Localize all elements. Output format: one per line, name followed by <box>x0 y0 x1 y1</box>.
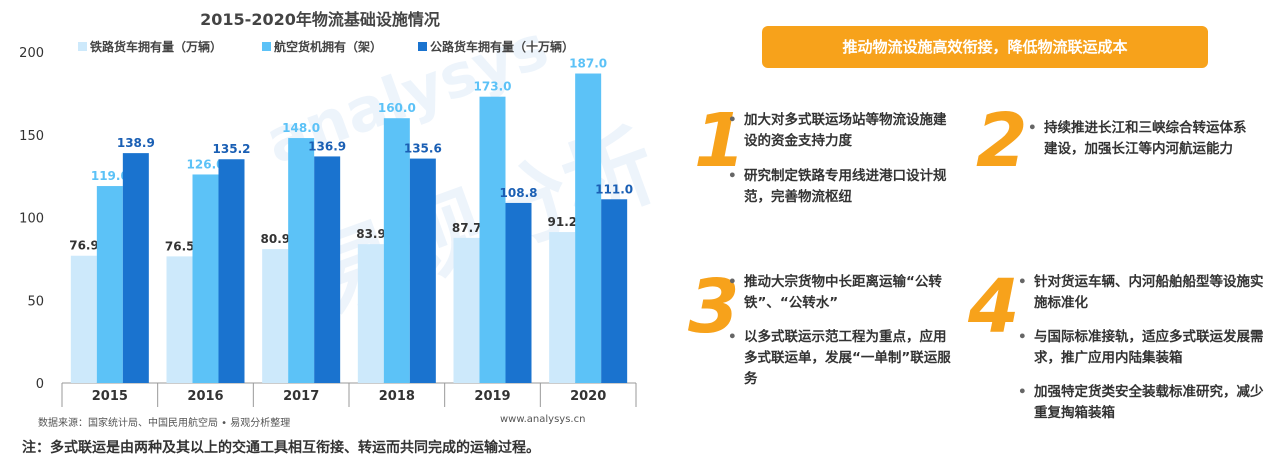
data-label: 111.0 <box>595 182 633 196</box>
bar <box>601 199 628 383</box>
point-2a: • 持续推进长江和三峡综合转运体系建设，加强长江等内河航运能力 <box>1028 118 1256 160</box>
point-text: 与国际标准接轨，适应多式联运发展需求，推广应用内陆集装箱 <box>1034 329 1264 366</box>
bar <box>479 96 506 383</box>
bullet-dot: • <box>1018 329 1027 345</box>
bar <box>575 73 602 383</box>
data-label: 76.9 <box>69 239 99 253</box>
point-text: 研究制定铁路专用线进港口设计规范，完善物流枢纽 <box>744 168 947 205</box>
y-tick-label: 200 <box>19 46 44 61</box>
bar <box>122 153 149 383</box>
data-label: 187.0 <box>569 57 607 71</box>
bullet-dot: • <box>728 168 737 184</box>
data-label: 76.5 <box>165 239 195 253</box>
data-label: 173.0 <box>474 80 512 94</box>
bar <box>409 158 436 383</box>
footnote: 注：多式联运是由两种及其以上的交通工具相互衔接、转运而共同完成的运输过程。 <box>22 440 540 456</box>
bar <box>453 237 480 383</box>
point-1b: • 研究制定铁路专用线进港口设计规范，完善物流枢纽 <box>728 166 954 208</box>
x-tick-label: 2015 <box>92 389 128 404</box>
x-tick-label: 2017 <box>283 389 319 404</box>
point-text: 持续推进长江和三峡综合转运体系建设，加强长江等内河航运能力 <box>1044 120 1247 157</box>
point-3b: • 以多式联运示范工程为重点，应用多式联运单，发展“一单制”联运服务 <box>728 327 956 390</box>
banner: 推动物流设施高效衔接，降低物流联运成本 <box>762 26 1208 68</box>
data-label: 148.0 <box>282 121 320 135</box>
data-label: 135.6 <box>404 142 442 156</box>
point-1a: • 加大对多式联运场站等物流设施建设的资金支持力度 <box>728 110 954 152</box>
bullet-dot: • <box>728 274 737 290</box>
point-text: 加大对多式联运场站等物流设施建设的资金支持力度 <box>744 112 947 149</box>
data-label: 80.9 <box>261 232 291 246</box>
bar <box>166 256 193 383</box>
number-1: 1 <box>694 98 746 184</box>
data-label: 119.0 <box>91 169 129 183</box>
y-tick-label: 150 <box>19 129 44 144</box>
legend-swatch <box>78 42 87 51</box>
bar <box>288 138 315 383</box>
point-text: 加强特定货类安全装载标准研究，减少重复掏箱装箱 <box>1034 384 1264 421</box>
data-label: 135.2 <box>213 142 251 156</box>
x-tick-label: 2018 <box>379 389 415 404</box>
bar <box>314 156 341 383</box>
bar <box>262 249 289 383</box>
data-label: 91.2 <box>548 215 578 229</box>
bullet-dot: • <box>1018 384 1027 400</box>
y-tick-label: 100 <box>19 212 44 227</box>
point-4a: • 针对货运车辆、内河船舶船型等设施实施标准化 <box>1018 272 1270 314</box>
data-label: 136.9 <box>308 139 346 153</box>
point-4b: • 与国际标准接轨，适应多式联运发展需求，推广应用内陆集装箱 <box>1018 327 1270 369</box>
legend-label: 航空货机拥有（架） <box>274 39 382 54</box>
data-label: 126.0 <box>187 157 225 171</box>
bar <box>96 186 123 383</box>
source-url: www.analysys.cn <box>500 414 586 425</box>
number-3: 3 <box>688 264 740 350</box>
x-tick-label: 2020 <box>570 389 606 404</box>
bar <box>505 202 532 383</box>
x-tick-label: 2016 <box>187 389 223 404</box>
bullet-dot: • <box>1028 120 1037 136</box>
bar-chart: 0 50 100 150 200 2015 2016 2017 2018 2019 2020 76.9… <box>19 39 637 407</box>
legend-label: 公路货车拥有量（十万辆） <box>430 39 574 54</box>
legend-swatch <box>418 42 427 51</box>
x-tick-label: 2019 <box>474 389 510 404</box>
source-note: 数据来源：国家统计局、中国民用航空局 • 易观分析整理 <box>38 418 291 429</box>
data-label: 108.8 <box>500 186 538 200</box>
point-3a: • 推动大宗货物中长距离运输“公转铁”、“公转水” <box>728 272 954 314</box>
legend-label: 铁路货车拥有量（万辆） <box>90 39 222 54</box>
bar <box>549 232 576 383</box>
legend-swatch <box>262 42 271 51</box>
point-text: 推动大宗货物中长距离运输“公转铁”、“公转水” <box>744 274 942 311</box>
data-label: 138.9 <box>117 136 155 150</box>
point-text: 以多式联运示范工程为重点，应用多式联运单，发展“一单制”联运服务 <box>744 329 951 387</box>
point-4c: • 加强特定货类安全装载标准研究，减少重复掏箱装箱 <box>1018 382 1270 424</box>
bullet-dot: • <box>728 112 737 128</box>
bar <box>70 255 97 383</box>
data-label: 83.9 <box>356 227 386 241</box>
number-4: 4 <box>968 264 1020 350</box>
bar <box>218 159 245 383</box>
bullet-dot: • <box>728 329 737 345</box>
bar <box>383 118 410 383</box>
data-label: 87.7 <box>452 221 482 235</box>
bar <box>192 174 219 383</box>
chart-title: 2015-2020年物流基础设施情况 <box>200 10 440 29</box>
number-2: 2 <box>976 98 1028 184</box>
bar <box>357 244 384 383</box>
bullet-dot: • <box>1018 274 1027 290</box>
y-tick-label: 0 <box>36 377 44 392</box>
data-label: 160.0 <box>378 101 416 115</box>
point-text: 针对货运车辆、内河船舶船型等设施实施标准化 <box>1034 274 1264 311</box>
y-tick-label: 50 <box>27 294 44 309</box>
